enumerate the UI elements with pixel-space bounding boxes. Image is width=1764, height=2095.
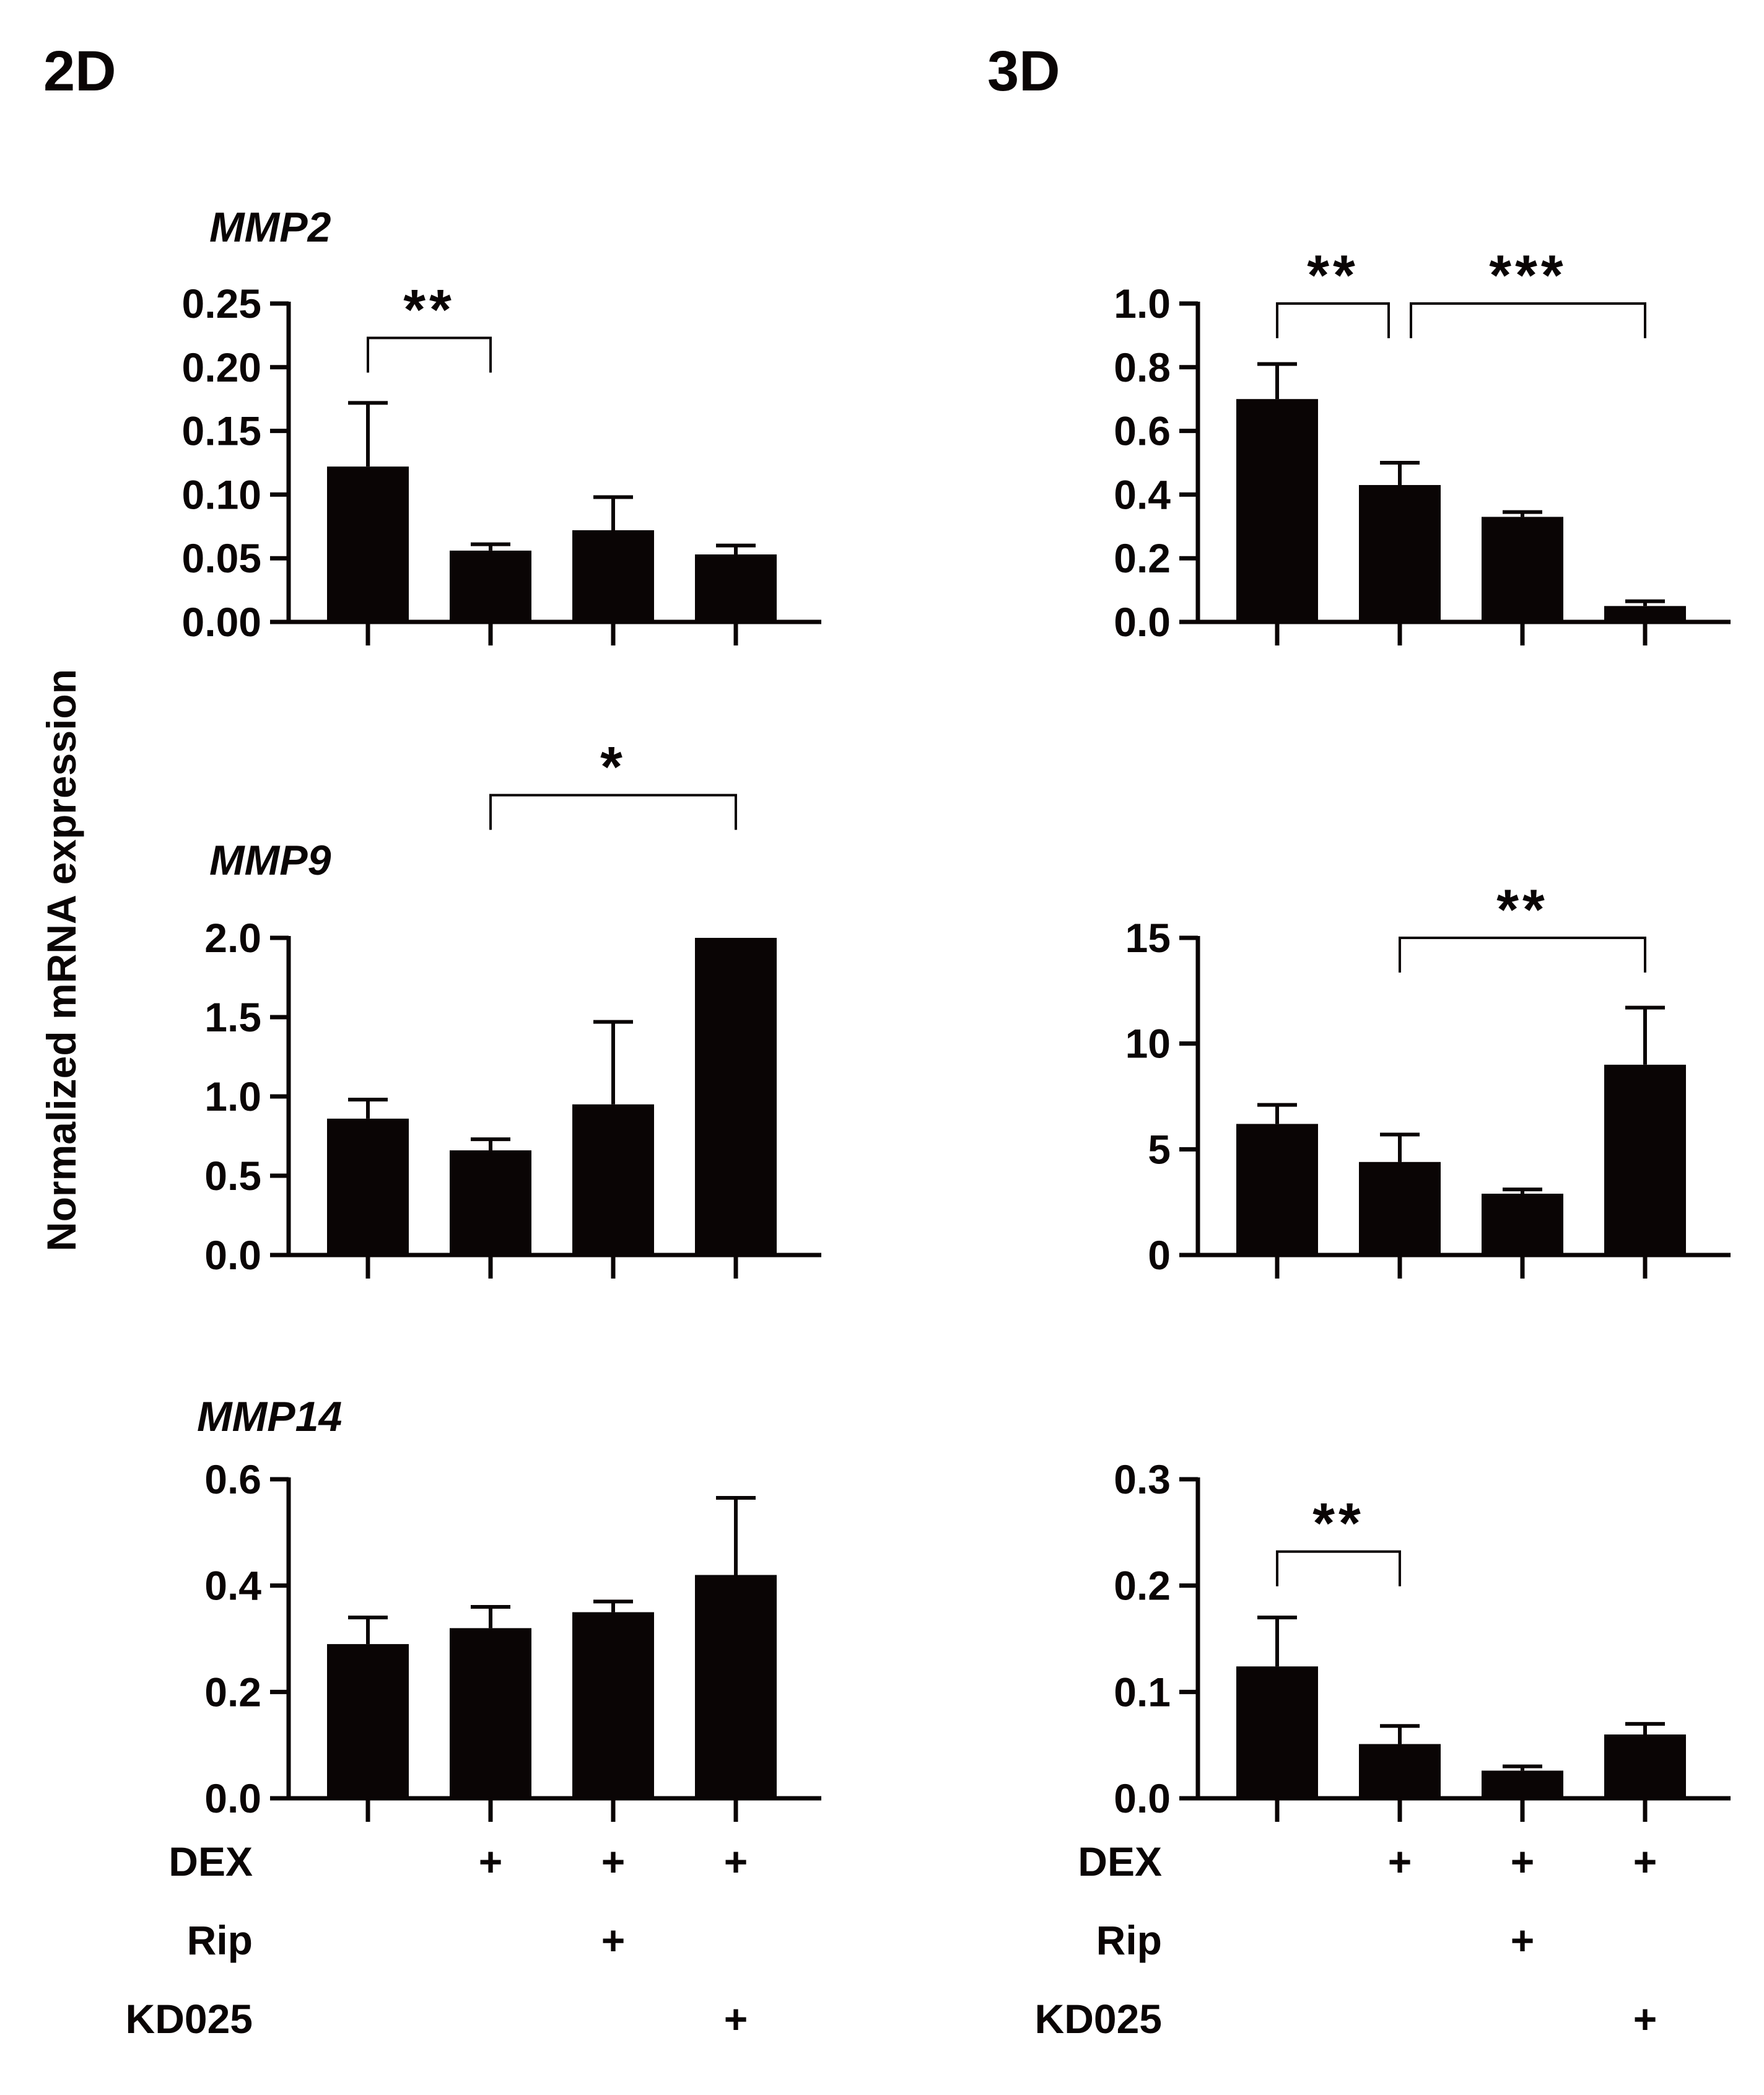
y-tick-label: 0.2	[1114, 1563, 1171, 1609]
significance-label: *	[600, 736, 626, 799]
significance-bracket	[489, 794, 737, 830]
condition-mark: +	[601, 1839, 626, 1884]
y-tick-label: 0.6	[1114, 408, 1171, 454]
significance-bracket	[1276, 302, 1390, 338]
bar	[450, 1150, 531, 1255]
bar	[695, 554, 777, 622]
chart-3d-mmp9: 0 5 10 15 **	[1125, 878, 1731, 1279]
y-tick-label: 0.25	[182, 281, 261, 326]
y-axis-title: Normalized mRNA expression	[38, 669, 84, 1251]
chart-2d-mmp9: MMP9 0.0 0.5 1.0 1.5 2.0 *	[204, 736, 821, 1279]
bar	[327, 466, 409, 622]
y-tick-label: 2.0	[204, 915, 261, 961]
condition-mark: +	[601, 1917, 626, 1963]
bar	[695, 938, 777, 1255]
significance-bracket	[1276, 1550, 1401, 1586]
y-tick-label: 0.00	[182, 599, 261, 645]
significance-label: ***	[1489, 244, 1566, 307]
y-tick-label: 10	[1125, 1021, 1171, 1067]
chart-3d-mmp14: 0.0 0.1 0.2 0.3 **	[1114, 1456, 1731, 1822]
condition-label-dex: DEX	[1078, 1839, 1162, 1884]
condition-label-dex: DEX	[168, 1839, 253, 1884]
bar	[1236, 1666, 1318, 1798]
condition-mark: +	[1633, 1996, 1657, 2042]
condition-mark: +	[724, 1996, 748, 2042]
bar	[1482, 1770, 1563, 1798]
y-tick-label: 5	[1148, 1126, 1171, 1172]
condition-mark: +	[1511, 1839, 1535, 1884]
y-tick-label: 0.3	[1114, 1456, 1171, 1502]
y-tick-label: 0.0	[1114, 599, 1171, 645]
condition-mark: +	[1388, 1839, 1412, 1884]
y-tick-label: 0.05	[182, 535, 261, 581]
bar	[572, 1104, 654, 1255]
bar	[1604, 1734, 1686, 1798]
bar	[450, 1628, 531, 1798]
y-tick-label: 0.4	[204, 1563, 261, 1609]
bar	[1482, 1194, 1563, 1255]
y-tick-label: 0	[1148, 1232, 1171, 1278]
chart-2d-mmp14: MMP14 0.0 0.2 0.4 0.6	[197, 1393, 821, 1822]
y-tick-label: 0.2	[1114, 535, 1171, 581]
bar	[450, 550, 531, 622]
significance-label: **	[1307, 244, 1359, 307]
y-tick-label: 0.0	[204, 1232, 261, 1278]
bar	[1359, 484, 1441, 622]
panel-label-2d: 2D	[43, 40, 116, 103]
panel-label-3d: 3D	[987, 40, 1060, 103]
condition-mark: +	[1511, 1917, 1535, 1963]
bar	[1604, 1064, 1686, 1255]
condition-mark: +	[479, 1839, 503, 1884]
bar	[1236, 399, 1318, 622]
gene-title: MMP14	[197, 1393, 342, 1440]
condition-mark: +	[724, 1839, 748, 1884]
significance-label: **	[1496, 878, 1548, 942]
condition-table: DEX + + + Rip + KD025 + DEX + + + Rip + KD025 +	[126, 1839, 1657, 2042]
y-tick-label: 0.0	[204, 1775, 261, 1821]
y-tick-label: 0.15	[182, 408, 261, 454]
y-tick-label: 0.20	[182, 344, 261, 390]
condition-label-kd025: KD025	[126, 1996, 253, 2042]
y-tick-label: 0.8	[1114, 344, 1171, 390]
y-tick-label: 0.6	[204, 1456, 261, 1502]
bar	[1236, 1124, 1318, 1255]
gene-title: MMP9	[209, 837, 331, 884]
condition-label-kd025: KD025	[1035, 1996, 1162, 2042]
bar	[1482, 517, 1563, 622]
significance-bracket	[1399, 937, 1646, 973]
bar	[327, 1644, 409, 1798]
condition-label-rip: Rip	[1096, 1917, 1162, 1963]
bar	[572, 1612, 654, 1798]
y-tick-label: 0.2	[204, 1669, 261, 1715]
chart-3d-mmp2: 0.00.20.40.60.81.0 ** ***	[1114, 244, 1731, 645]
significance-bracket	[367, 336, 492, 373]
y-tick-label: 0.0	[1114, 1775, 1171, 1821]
bar	[1359, 1744, 1441, 1798]
bar	[1604, 606, 1686, 622]
y-tick-label: 15	[1125, 915, 1171, 961]
bar	[572, 530, 654, 622]
chart-2d-mmp2: MMP2 0.00 0.05 0.10 0.15 0.20 0.25 **	[182, 204, 821, 645]
bar	[695, 1575, 777, 1798]
y-tick-label: 1.0	[204, 1074, 261, 1119]
bar	[327, 1118, 409, 1255]
y-tick-label: 1.5	[204, 994, 261, 1040]
y-tick-label: 1.0	[1114, 281, 1171, 326]
significance-label: **	[403, 279, 455, 342]
significance-label: **	[1312, 1492, 1364, 1555]
bar	[1359, 1161, 1441, 1255]
y-tick-label: 0.5	[204, 1153, 261, 1199]
gene-title: MMP2	[209, 204, 331, 251]
y-tick-label: 0.10	[182, 471, 261, 517]
y-tick-label: 0.4	[1114, 471, 1171, 517]
y-tick-label: 0.1	[1114, 1669, 1171, 1715]
condition-label-rip: Rip	[187, 1917, 253, 1963]
condition-mark: +	[1633, 1839, 1657, 1884]
significance-bracket	[1410, 302, 1646, 338]
